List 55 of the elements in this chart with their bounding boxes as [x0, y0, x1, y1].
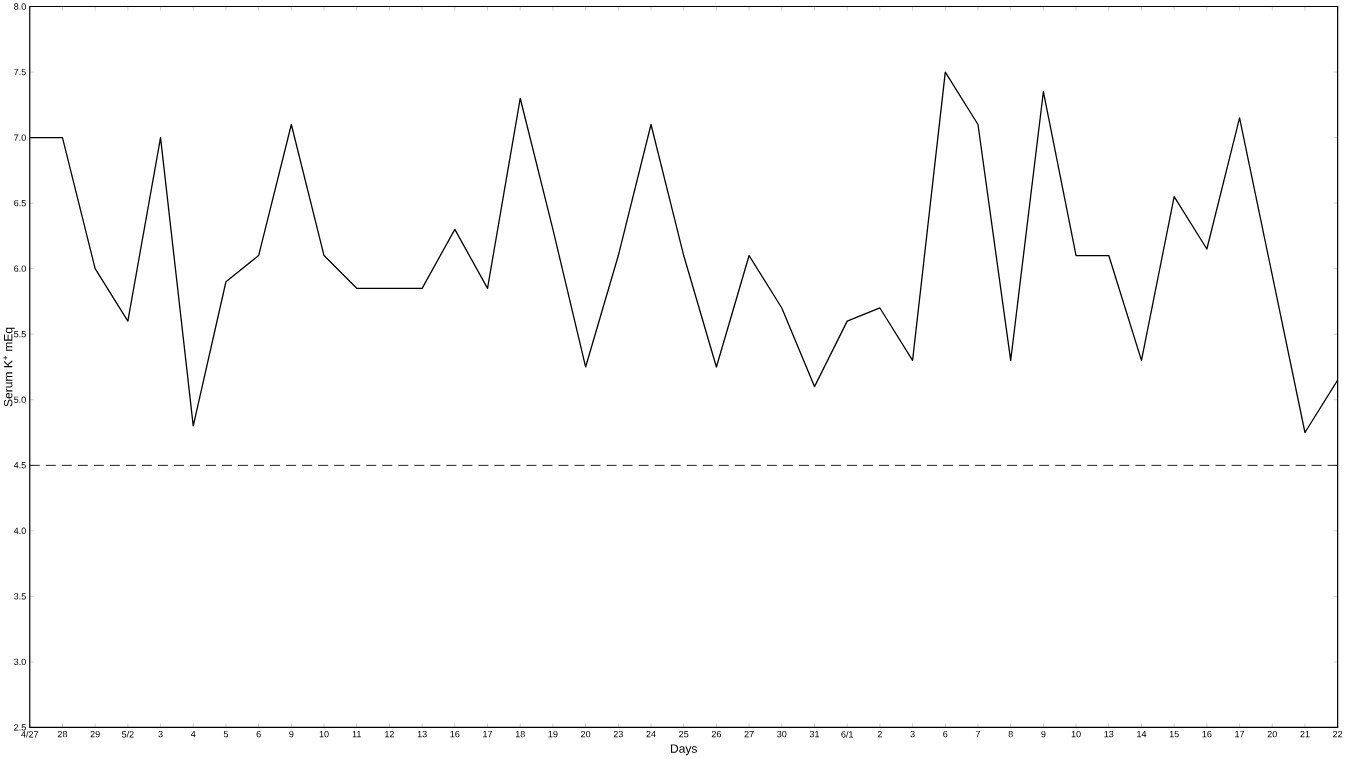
x-tick-label: 6 — [943, 731, 948, 738]
x-tick-label: 17 — [1235, 731, 1245, 738]
x-tick-label: 4/27 — [21, 731, 39, 738]
y-tick-label: 4.0 — [13, 527, 26, 535]
x-tick-label: 8 — [1008, 731, 1013, 738]
x-tick-label: 13 — [1104, 731, 1114, 738]
x-tick-label: 24 — [646, 731, 656, 738]
x-tick-label: 30 — [777, 731, 787, 738]
x-tick-label: 14 — [1137, 731, 1147, 738]
y-tick-label: 8.0 — [14, 3, 26, 10]
y-tick-label: 3.0 — [14, 658, 26, 666]
x-tick-label: 9 — [1041, 731, 1046, 738]
x-tick-label: 10 — [1071, 731, 1081, 738]
x-tick-label: 23 — [613, 731, 623, 738]
x-tick-label: 12 — [385, 731, 394, 738]
y-axis-title: Serum K$^{+}$ mEq — [3, 327, 15, 407]
x-tick-label: 5 — [223, 731, 229, 738]
x-tick-label: 11 — [352, 731, 361, 738]
x-tick-label: 31 — [809, 731, 820, 738]
x-tick-label: 25 — [679, 731, 689, 738]
x-tick-label: 19 — [548, 731, 558, 738]
x-axis-title: Days — [671, 744, 697, 756]
y-tick-label: 5.5 — [14, 331, 26, 338]
x-tick-label: 26 — [711, 731, 722, 738]
x-tick-label: 7 — [975, 731, 981, 738]
x-tick-label: 16 — [450, 731, 460, 738]
x-tick-label: 3 — [158, 731, 163, 738]
y-tick-label: 6.5 — [14, 200, 26, 207]
y-tick-label: 4.5 — [13, 462, 26, 469]
x-tick-label: 2 — [877, 731, 882, 738]
y-tick-label: 7.0 — [14, 134, 26, 142]
x-tick-label: 18 — [515, 731, 525, 738]
x-tick-label: 27 — [744, 731, 754, 738]
x-tick-label: 22 — [1333, 731, 1343, 738]
x-tick-label: 10 — [319, 731, 329, 738]
y-tick-label: 2.5 — [14, 724, 26, 731]
x-tick-label: 21 — [1300, 731, 1310, 738]
x-tick-label: 13 — [417, 731, 427, 738]
x-tick-label: 29 — [90, 731, 100, 738]
x-tick-label: 20 — [581, 731, 591, 738]
y-tick-label: 6.0 — [14, 265, 26, 273]
x-tick-label: 6/1 — [841, 731, 854, 738]
x-tick-label: 5/2 — [121, 731, 134, 738]
x-tick-label: 20 — [1267, 731, 1277, 738]
x-tick-label: 9 — [289, 731, 294, 738]
y-tick-label: 5.0 — [14, 396, 26, 404]
x-tick-label: 4 — [190, 731, 196, 738]
x-tick-label: 28 — [57, 731, 68, 738]
x-tick-label: 15 — [1169, 731, 1179, 738]
x-tick-label: 16 — [1202, 731, 1212, 738]
x-tick-label: 3 — [910, 731, 915, 738]
y-tick-label: 3.5 — [14, 593, 26, 600]
x-tick-label: 6 — [256, 731, 261, 738]
y-tick-label: 7.5 — [14, 69, 26, 76]
x-tick-label: 17 — [483, 731, 493, 738]
